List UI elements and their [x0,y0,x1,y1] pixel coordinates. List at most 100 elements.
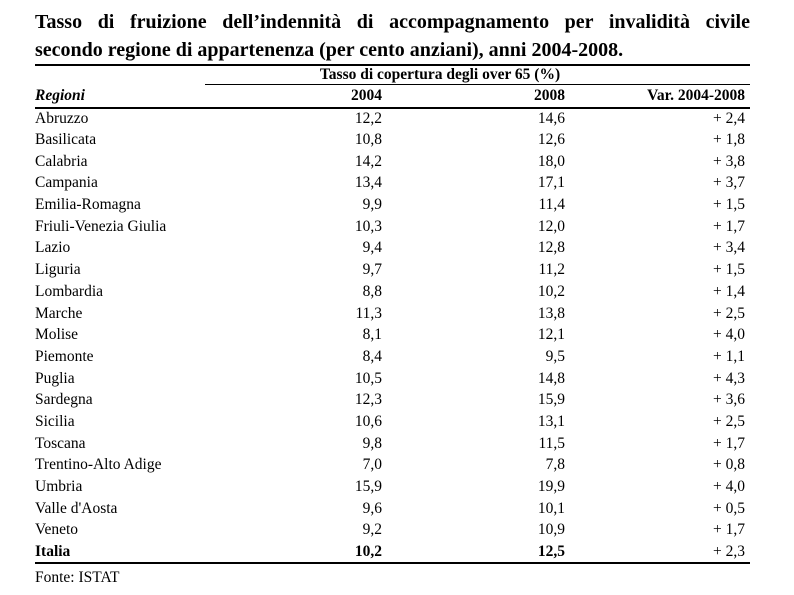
table-body: Abruzzo 12,2 14,6 + 2,4 Basilicata 10,8 12,6 + … [35,108,751,563]
table-row: Abruzzo 12,2 14,6 + 2,4 [35,108,750,130]
table-row: Trentino-Alto Adige 7,0 7,8 + 0,8 [35,455,750,477]
value-2008-cell: 10,1 [537,499,565,517]
value-2004-cell: 10,5 [354,369,382,387]
region-cell: Valle d'Aosta [35,499,118,517]
value-2008-cell: 10,9 [537,521,565,539]
var-cell: + 2,5 [713,304,746,322]
value-2004-cell: 14,2 [354,152,382,170]
value-2004-cell: 7,0 [362,456,382,474]
var-cell: + 3,6 [713,391,746,409]
region-cell: Molise [35,326,79,344]
region-cell: Trentino-Alto Adige [35,456,162,474]
var-cell: + 3,4 [713,239,746,257]
var-cell: + 2,4 [713,109,746,127]
table-row: Piemonte 8,4 9,5 + 1,1 [35,346,750,368]
value-2004-cell: 10,8 [354,131,382,149]
value-2004-cell: 9,9 [362,196,382,214]
var-cell: + 1,8 [713,131,746,149]
value-2004-cell: 8,8 [362,282,382,300]
region-cell: Lazio [35,239,71,257]
table-row: Calabria 14,2 18,0 + 3,8 [35,151,750,173]
title-line-2: secondo regione di appartenenza (per cen… [35,39,624,61]
table-row: Molise 8,1 12,1 + 4,0 [35,324,750,346]
col-header-var: Var. 2004-2008 [565,84,751,109]
column-header-row: Regioni 2004 2008 Var. 2004-2008 [35,84,751,109]
value-2004-cell: 12,3 [354,391,382,409]
var-cell: + 1,7 [713,521,746,539]
table-row: Emilia-Romagna 9,9 11,4 + 1,5 [35,194,750,216]
value-2004-cell: 10,3 [354,217,382,235]
source-note: Fonte: ISTAT [35,568,120,586]
value-2004-cell: 13,4 [354,174,382,192]
region-cell: Emilia-Romagna [35,196,141,214]
region-cell: Sicilia [35,412,75,430]
title-line-1: Tasso di fruizione dell’indennità di acc… [35,11,750,33]
value-2004-cell: 12,2 [354,109,382,127]
region-cell: Campania [35,174,98,192]
var-cell: + 1,7 [713,217,746,235]
var-cell: + 4,0 [713,326,746,344]
var-cell: + 1,5 [713,196,746,214]
value-2008-cell: 10,2 [537,282,565,300]
var-cell: + 1,7 [713,434,746,452]
region-cell: Piemonte [35,347,94,365]
table-row: Friuli-Venezia Giulia 10,3 12,0 + 1,7 [35,216,750,238]
value-2008-cell: 12,8 [537,239,565,257]
table-row: Toscana 9,8 11,5 + 1,7 [35,433,750,455]
region-cell: Umbria [35,478,83,496]
group-header-spacer [35,65,205,85]
value-2008-cell: 12,6 [537,131,565,149]
region-cell: Calabria [35,152,88,170]
value-2008-cell: 11,5 [538,434,565,452]
var-cell: + 4,0 [713,478,746,496]
value-2008-cell: 12,0 [537,217,565,235]
var-cell: + 4,3 [713,369,746,387]
var-cell: + 0,5 [713,499,746,517]
table-row: Lazio 9,4 12,8 + 3,4 [35,238,750,260]
value-2004-cell: 15,9 [354,478,382,496]
group-header-row: Tasso di copertura degli over 65 (%) [35,65,751,85]
region-cell: Liguria [35,261,81,279]
table-row: Campania 13,4 17,1 + 3,7 [35,173,750,195]
table-row: Valle d'Aosta 9,6 10,1 + 0,5 [35,498,750,520]
table-row: Lombardia 8,8 10,2 + 1,4 [35,281,750,303]
var-cell: + 3,7 [713,174,746,192]
statistics-table: Tasso di copertura degli over 65 (%) Reg… [35,64,751,564]
value-2004-cell: 9,2 [362,521,382,539]
value-2004-cell: 9,7 [362,261,382,279]
group-header-cell: Tasso di copertura degli over 65 (%) [205,65,751,85]
region-cell: Abruzzo [35,109,89,127]
value-2008-cell: 11,2 [538,261,565,279]
value-2004-cell: 8,4 [362,347,382,365]
value-2008-cell: 17,1 [537,174,565,192]
value-2008-cell: 12,1 [537,326,565,344]
region-cell: Toscana [35,434,86,452]
table-row: Sardegna 12,3 15,9 + 3,6 [35,389,750,411]
var-cell: + 2,3 [713,542,746,560]
var-cell: + 0,8 [713,456,746,474]
col-header-regioni: Regioni [35,84,205,109]
region-cell: Basilicata [35,131,97,149]
table-row: Umbria 15,9 19,9 + 4,0 [35,476,750,498]
value-2008-cell: 13,1 [537,412,565,430]
value-2008-cell: 7,8 [545,456,565,474]
value-2004-cell: 8,1 [362,326,382,344]
value-2008-cell: 13,8 [537,304,565,322]
table-row: Veneto 9,2 10,9 + 1,7 [35,520,750,542]
value-2008-cell: 19,9 [537,478,565,496]
value-2004-cell: 9,8 [362,434,382,452]
table-row: Puglia 10,5 14,8 + 4,3 [35,368,750,390]
table-row: Italia 10,2 12,5 + 2,3 [35,541,750,563]
region-cell: Italia [35,542,71,560]
value-2004-cell: 9,6 [362,499,382,517]
value-2008-cell: 15,9 [537,391,565,409]
table-row: Marche 11,3 13,8 + 2,5 [35,303,750,325]
region-cell: Veneto [35,521,79,539]
region-cell: Friuli-Venezia Giulia [35,217,167,235]
value-2008-cell: 11,4 [538,196,565,214]
value-2008-cell: 12,5 [537,542,565,560]
value-2008-cell: 14,6 [537,109,565,127]
col-header-2008: 2008 [382,84,565,109]
var-cell: + 1,5 [713,261,746,279]
